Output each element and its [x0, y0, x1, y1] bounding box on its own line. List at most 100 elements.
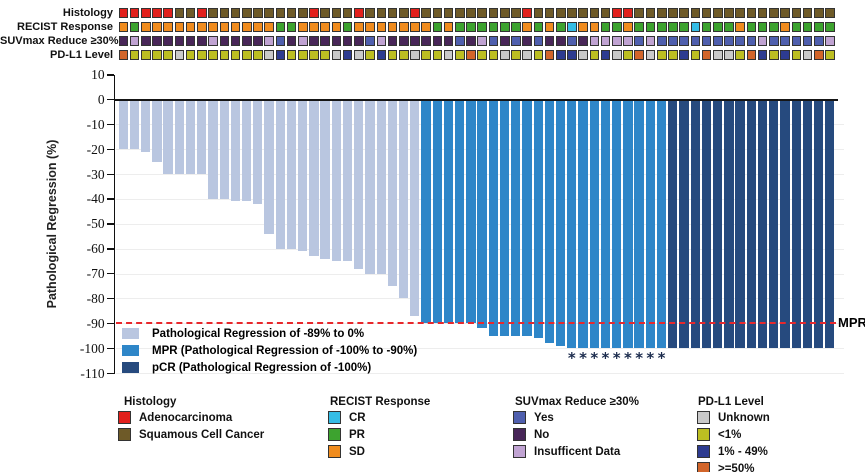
annotation-cell — [163, 21, 174, 32]
legend-swatch — [328, 411, 341, 424]
annotation-cell — [567, 35, 577, 46]
bottom-legend-title: Histology — [124, 396, 177, 408]
annotation-cell — [544, 21, 555, 32]
annotation-cell — [398, 49, 409, 60]
annotation-cell — [544, 49, 555, 60]
annotation-cell — [286, 35, 297, 46]
annotation-cell — [141, 49, 151, 60]
annotation-cell — [320, 35, 331, 46]
annotation-cell — [522, 7, 532, 18]
annotation-cell — [612, 49, 622, 60]
annotation-cell — [757, 35, 768, 46]
annotation-cell — [634, 35, 645, 46]
annotation-cell — [555, 21, 566, 32]
annotation-cell — [410, 49, 420, 60]
patient-bar — [780, 100, 790, 349]
annotation-cell — [522, 21, 532, 32]
annotation-cell — [533, 35, 544, 46]
annotation-cell — [701, 7, 712, 18]
zero-baseline — [113, 98, 838, 101]
patient-bar — [129, 100, 140, 150]
annotation-cell — [230, 7, 241, 18]
legend-label: pCR (Pathological Regression of -100%) — [152, 361, 372, 374]
patient-bar — [298, 100, 308, 252]
annotation-cell — [567, 21, 577, 32]
patient-bar — [746, 100, 756, 349]
y-tick-label: -60 — [86, 241, 105, 257]
patient-bar — [567, 100, 577, 349]
patient-bar — [387, 100, 398, 287]
annotation-cell — [488, 21, 499, 32]
annotation-cell — [612, 21, 622, 32]
annotation-cell — [219, 49, 230, 60]
annotation-cell — [253, 21, 263, 32]
y-tick-label: -40 — [86, 191, 105, 207]
annotation-cell — [735, 7, 746, 18]
annotation-cell — [331, 49, 342, 60]
annotation-cell — [230, 35, 241, 46]
annotation-cell — [118, 35, 129, 46]
patient-bar — [331, 100, 341, 262]
y-tick-label: -90 — [86, 315, 105, 331]
annotation-cell — [690, 49, 701, 60]
legend-swatch — [122, 328, 139, 339]
annotation-cell — [387, 7, 398, 18]
annotation-cell — [241, 35, 252, 46]
annotation-cell — [634, 7, 645, 18]
patient-bar — [544, 100, 555, 344]
annotation-cell — [298, 49, 308, 60]
asterisk-marker: * — [612, 348, 621, 367]
y-tick — [106, 372, 114, 374]
annotation-cell — [219, 35, 230, 46]
annotation-cell — [309, 21, 319, 32]
y-tick — [106, 223, 114, 225]
annotation-cell — [365, 7, 375, 18]
annotation-cell — [398, 21, 409, 32]
annotation-cell — [331, 35, 342, 46]
annotation-cell — [208, 49, 218, 60]
annotation-cell — [410, 7, 420, 18]
annotation-track-label: PD-L1 Level — [50, 48, 113, 61]
annotation-cell — [455, 7, 465, 18]
annotation-cell — [499, 35, 510, 46]
annotation-cell — [174, 21, 185, 32]
y-axis-line — [113, 74, 116, 375]
patient-bar — [118, 100, 128, 150]
annotation-cell — [241, 49, 252, 60]
annotation-cell — [780, 7, 790, 18]
patient-bar — [724, 100, 734, 349]
legend-label: 1% - 49% — [718, 445, 768, 458]
patient-bar — [163, 100, 173, 175]
legend-swatch — [697, 411, 710, 424]
legend-swatch — [513, 428, 526, 441]
annotation-cell — [264, 7, 274, 18]
annotation-cell — [342, 35, 353, 46]
annotation-cell — [780, 21, 790, 32]
annotation-cell — [253, 7, 263, 18]
annotation-cell — [455, 49, 465, 60]
patient-bar — [253, 100, 263, 204]
patient-bar — [802, 100, 812, 349]
annotation-cell — [724, 21, 734, 32]
annotation-cell — [152, 21, 162, 32]
patient-bar — [365, 100, 375, 274]
annotation-cell — [656, 21, 667, 32]
annotation-cell — [466, 21, 476, 32]
annotation-cell — [455, 21, 465, 32]
annotation-cell — [522, 49, 532, 60]
patient-bar — [623, 100, 633, 349]
patient-bar — [219, 100, 229, 199]
patient-bar — [286, 100, 297, 249]
legend-label: Insufficent Data — [534, 445, 621, 458]
annotation-cell — [813, 21, 824, 32]
annotation-cell — [118, 21, 129, 32]
asterisk-marker: * — [646, 348, 655, 367]
annotation-cell — [354, 49, 364, 60]
annotation-cell — [499, 7, 510, 18]
annotation-cell — [488, 49, 499, 60]
patient-bar — [309, 100, 319, 257]
y-axis-title: Pathological Regression (%) — [45, 139, 59, 309]
patient-bar — [185, 100, 196, 175]
annotation-cell — [163, 35, 174, 46]
patient-bar — [668, 100, 678, 349]
